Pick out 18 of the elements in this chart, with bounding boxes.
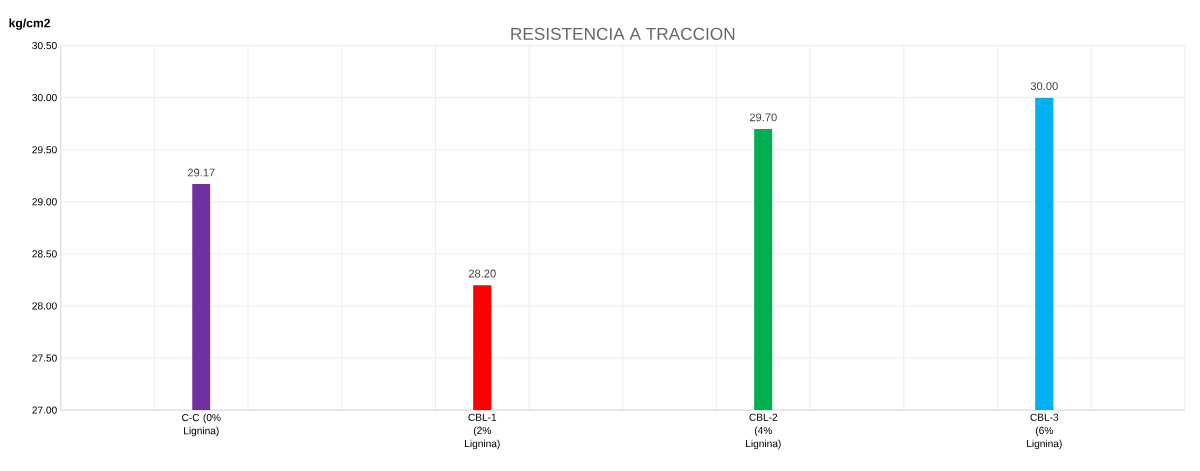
data-label: 30.00 <box>1030 82 1058 91</box>
data-label: 28.20 <box>468 269 496 278</box>
y-tick-label: 30.00 <box>32 94 57 102</box>
data-label: 29.17 <box>187 168 215 177</box>
x-tick-label: CBL-3 (6% Lignina) <box>1027 413 1062 450</box>
data-label: 29.70 <box>749 113 777 122</box>
y-tick-label: 27.50 <box>32 354 57 362</box>
y-tick-label: 29.00 <box>32 198 57 206</box>
y-tick-label: 28.00 <box>32 302 57 310</box>
x-tick-label: CBL-1 (2% Lignina) <box>465 413 500 450</box>
chart-title: RESISTENCIA A TRACCION <box>511 27 735 41</box>
y-tick-label: 27.00 <box>32 406 57 414</box>
y-axis-title: kg/cm2 <box>9 18 51 30</box>
y-tick-label: 30.50 <box>32 42 57 50</box>
y-tick-label: 28.50 <box>32 250 57 258</box>
x-tick-label: C-C (0% Lignina) <box>182 413 221 437</box>
x-tick-label: CBL-2 (4% Lignina) <box>746 413 781 450</box>
y-tick-label: 29.50 <box>32 146 57 154</box>
